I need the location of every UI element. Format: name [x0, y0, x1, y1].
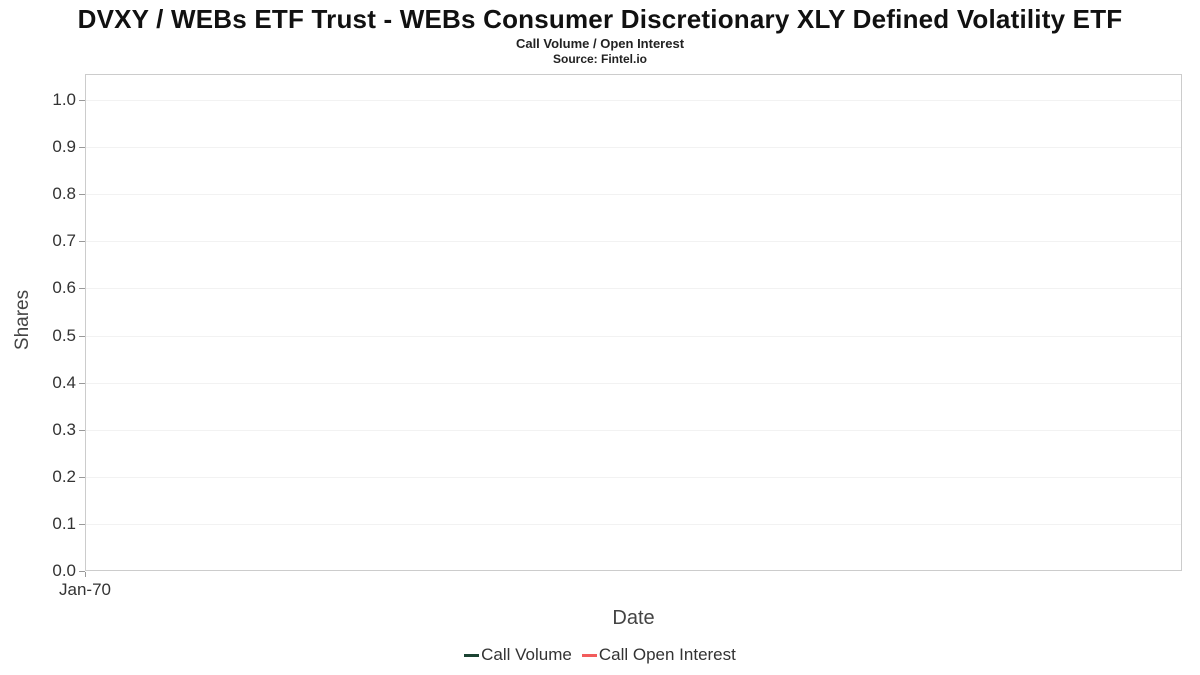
- legend-item-call-open-interest[interactable]: Call Open Interest: [581, 645, 736, 665]
- y-tick-mark: [79, 241, 85, 242]
- y-tick-label: 0.3: [52, 420, 76, 439]
- gridline: [86, 100, 1181, 101]
- y-tick-mark: [79, 430, 85, 431]
- y-tick-mark: [79, 571, 85, 572]
- x-axis-label: Date: [612, 607, 655, 629]
- y-tick-mark: [79, 194, 85, 195]
- chart-title: DVXY / WEBs ETF Trust - WEBs Consumer Di…: [77, 4, 1123, 34]
- gridline: [86, 383, 1181, 384]
- legend-marker-call-open-interest: [581, 653, 597, 657]
- chart-source: Source: Fintel.io: [552, 52, 647, 66]
- legend-marker-call-volume: [464, 653, 480, 657]
- legend-label-call-open-interest: Call Open Interest: [598, 645, 736, 664]
- x-tick-label: Jan-70: [59, 580, 111, 599]
- y-tick-label: 0.6: [52, 278, 76, 297]
- gridline: [86, 430, 1181, 431]
- y-tick-label: 0.5: [52, 326, 76, 345]
- y-tick-label: 0.1: [52, 514, 76, 533]
- plot-area: [85, 74, 1182, 571]
- legend: Call Volume Call Open Interest: [0, 645, 1200, 665]
- gridline: [86, 241, 1181, 242]
- y-tick-mark: [79, 100, 85, 101]
- y-tick-label: 0.9: [52, 137, 76, 156]
- y-tick-mark: [79, 383, 85, 384]
- gridline: [86, 336, 1181, 337]
- gridline: [86, 524, 1181, 525]
- x-tick-mark: [85, 572, 86, 577]
- chart-subtitle: Call Volume / Open Interest: [515, 36, 685, 51]
- y-tick-mark: [79, 336, 85, 337]
- y-tick-label: 1.0: [52, 90, 76, 109]
- y-tick-mark: [79, 147, 85, 148]
- y-tick-mark: [79, 477, 85, 478]
- y-tick-label: 0.8: [52, 184, 76, 203]
- y-tick-mark: [79, 288, 85, 289]
- y-tick-mark: [79, 524, 85, 525]
- gridline: [86, 477, 1181, 478]
- gridline: [86, 288, 1181, 289]
- y-tick-label: 0.4: [52, 373, 76, 392]
- y-tick-label: 0.0: [52, 561, 76, 580]
- y-tick-label: 0.2: [52, 467, 76, 486]
- y-axis-label: Shares: [12, 289, 33, 351]
- legend-item-call-volume[interactable]: Call Volume: [464, 645, 572, 665]
- gridline: [86, 194, 1181, 195]
- y-tick-label: 0.7: [52, 231, 76, 250]
- gridline: [86, 147, 1181, 148]
- legend-label-call-volume: Call Volume: [481, 645, 572, 664]
